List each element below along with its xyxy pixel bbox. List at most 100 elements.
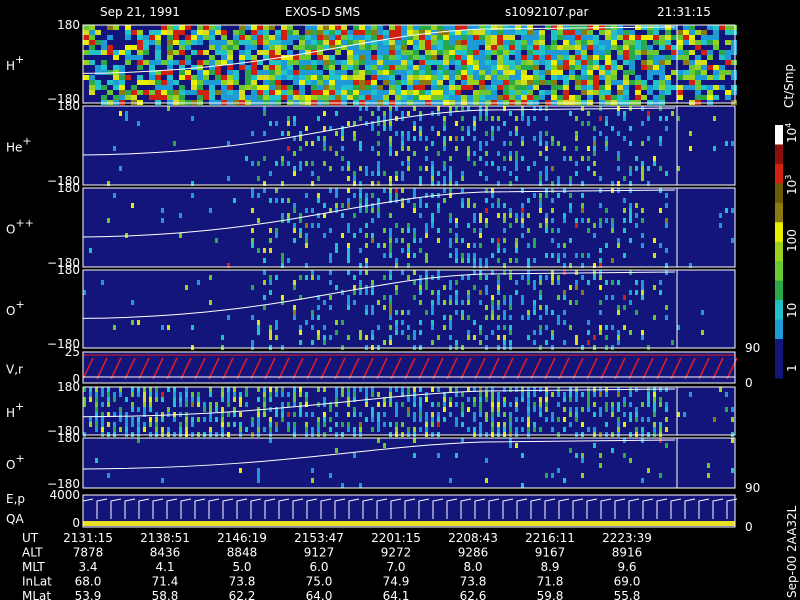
spectrogram-cell [293, 285, 296, 290]
spectrogram-cell [257, 75, 263, 80]
spectrogram-cell [353, 213, 356, 218]
spectrogram-cell [275, 45, 281, 50]
row-value: 55.8 [614, 589, 641, 600]
spectrogram-cell [329, 65, 335, 70]
spectrogram-cell [407, 310, 410, 315]
spectrogram-cell [317, 85, 323, 90]
spectrogram-cell [701, 60, 707, 65]
spectrogram-cell [497, 60, 503, 65]
spectrogram-cell [623, 305, 626, 310]
spectrogram-cell [209, 387, 212, 392]
spectrogram-cell [287, 392, 290, 397]
spectrogram-cell [467, 156, 470, 161]
spectrogram-cell [653, 95, 659, 100]
spectrogram-cell [443, 90, 449, 95]
spectrogram-cell [527, 80, 533, 85]
spectrogram-cell [665, 55, 671, 60]
spectrogram-cell [287, 213, 290, 218]
spectrogram-cell [713, 146, 716, 151]
spectrogram-cell [365, 25, 371, 30]
spectrogram-cell [287, 131, 290, 136]
spectrogram-cell [671, 85, 677, 90]
spectrogram-cell [599, 131, 602, 136]
spectrogram-cell [557, 55, 563, 60]
spectrogram-cell [431, 95, 437, 100]
row-value: 53.9 [75, 589, 102, 600]
spectrogram-cell [185, 25, 191, 30]
spectrogram-cell [443, 397, 446, 402]
spectrogram-cell [179, 70, 185, 75]
spectrogram-cell [521, 233, 524, 238]
spectrogram-cell [341, 203, 344, 208]
spectrogram-cell [455, 106, 458, 111]
spectrogram-cell [503, 35, 509, 40]
spectrogram-cell [545, 156, 548, 161]
row-value: 9.6 [617, 560, 636, 574]
spectrogram-cell [341, 136, 344, 141]
spectrogram-cell [587, 121, 590, 126]
spectrogram-cell [365, 263, 368, 268]
spectrogram-cell [377, 75, 383, 80]
spectrogram-cell [605, 65, 611, 70]
spectrogram-cell [527, 116, 530, 121]
spectrogram-cell [407, 136, 410, 141]
spectrogram-cell [473, 40, 479, 45]
spectrogram-cell [317, 213, 320, 218]
spectrogram-cell [443, 65, 449, 70]
spectrogram-cell [527, 35, 533, 40]
spectrogram-cell [551, 270, 554, 275]
spectrogram-cell [557, 35, 563, 40]
spectrogram-cell [623, 412, 626, 417]
spectrogram-cell [167, 90, 173, 95]
spectrogram-cell [449, 80, 455, 85]
spectrogram-cell [551, 310, 554, 315]
spectrogram-cell [725, 25, 731, 30]
spectrogram-cell [377, 141, 380, 146]
spectrogram-cell [407, 335, 410, 340]
spectrogram-cell [275, 30, 281, 35]
spectrogram-cell [485, 116, 488, 121]
spectrogram-cell [623, 422, 626, 427]
y-tick-bottom: −180 [47, 477, 80, 491]
spectrogram-cell [431, 218, 434, 223]
spectrogram-cell [347, 203, 350, 208]
spectrogram-cell [623, 325, 626, 330]
spectrogram-cell [677, 166, 680, 171]
spectrogram-cell [623, 228, 626, 233]
spectrogram-cell [599, 310, 602, 315]
spectrogram-cell [311, 30, 317, 35]
spectrogram-cell [515, 156, 518, 161]
spectrogram-cell [179, 213, 182, 218]
spectrogram-cell [407, 243, 410, 248]
spectrogram-cell [461, 106, 464, 111]
spectrogram-cell [437, 412, 440, 417]
spectrogram-cell [527, 166, 530, 171]
spectrogram-cell [335, 397, 338, 402]
spectrogram-cell [641, 121, 644, 126]
spectrogram-cell [281, 387, 284, 392]
spectrogram-cell [161, 30, 167, 35]
spectrogram-cell [479, 70, 485, 75]
spectrogram-cell [635, 203, 638, 208]
panel-frame [82, 386, 736, 436]
spectrogram-cell [569, 30, 575, 35]
spectrogram-cell [515, 238, 518, 243]
spectrogram-cell [461, 300, 464, 305]
spectrogram-cell [551, 238, 554, 243]
spectrogram-cell [419, 407, 422, 412]
spectrogram-cell [155, 45, 161, 50]
spectrogram-cell [95, 65, 101, 70]
spectrogram-cell [665, 193, 668, 198]
spectrogram-cell [461, 238, 464, 243]
spectrogram-cell [713, 417, 716, 422]
spectrogram-cell [431, 213, 434, 218]
spectrogram-cell [563, 35, 569, 40]
spectrogram-cell [191, 65, 197, 70]
spectrogram-cell [353, 55, 359, 60]
spectrogram-cell [593, 35, 599, 40]
spectrogram-cell [683, 55, 689, 60]
spectrogram-cell [527, 213, 530, 218]
spectrogram-cell [389, 402, 392, 407]
spectrogram-cell [161, 478, 164, 483]
spectrogram-cell [455, 55, 461, 60]
